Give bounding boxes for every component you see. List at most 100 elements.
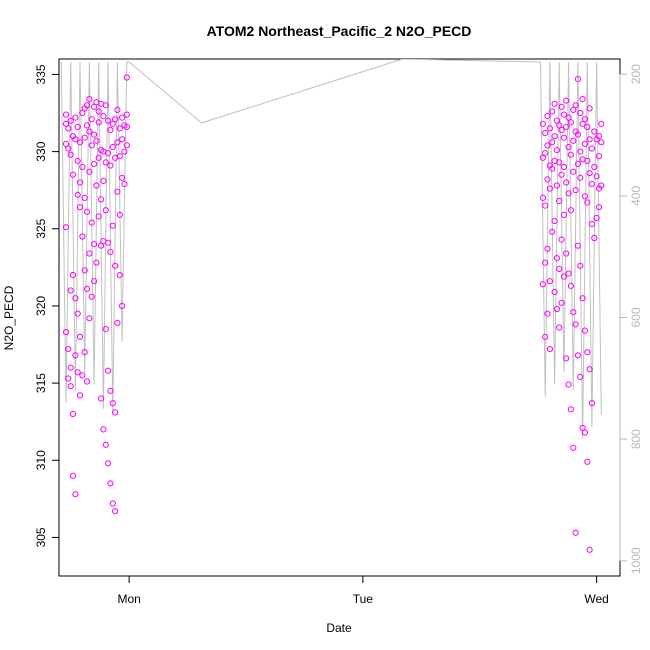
data-point bbox=[112, 116, 119, 123]
data-point bbox=[563, 97, 570, 104]
y2-tick-label: 400 bbox=[629, 186, 643, 206]
profile-line-layer bbox=[60, 59, 602, 440]
data-point bbox=[93, 259, 100, 266]
data-point bbox=[123, 142, 130, 149]
data-point bbox=[112, 508, 119, 515]
data-point bbox=[581, 140, 589, 147]
data-point bbox=[565, 270, 572, 277]
data-point bbox=[76, 204, 84, 211]
data-point bbox=[595, 153, 603, 160]
data-point bbox=[119, 114, 126, 121]
y-tick-label: 330 bbox=[34, 141, 48, 161]
data-point bbox=[119, 302, 126, 309]
data-point bbox=[105, 367, 112, 374]
data-point bbox=[567, 119, 575, 126]
data-point bbox=[567, 406, 575, 413]
data-point bbox=[546, 278, 554, 285]
data-point bbox=[586, 546, 593, 553]
data-point bbox=[88, 219, 95, 226]
data-point bbox=[593, 214, 600, 222]
data-point bbox=[105, 239, 112, 246]
data-point bbox=[544, 245, 551, 252]
data-point bbox=[549, 228, 556, 235]
data-point bbox=[574, 160, 582, 167]
data-point bbox=[565, 381, 572, 388]
y-axis-left: 305 310 315 320 325 330 335 bbox=[34, 64, 60, 547]
data-point bbox=[581, 116, 589, 123]
data-point bbox=[539, 120, 547, 127]
y-tick-label: 320 bbox=[34, 296, 48, 316]
data-point bbox=[62, 224, 70, 231]
data-point bbox=[551, 133, 558, 140]
data-point bbox=[577, 373, 584, 380]
data-point bbox=[542, 150, 549, 157]
data-point bbox=[83, 208, 91, 215]
data-point bbox=[563, 250, 570, 257]
data-point bbox=[544, 142, 551, 149]
data-point bbox=[593, 173, 600, 180]
data-point bbox=[574, 352, 582, 359]
data-point bbox=[91, 241, 98, 248]
data-point bbox=[67, 151, 74, 158]
data-point bbox=[86, 128, 93, 135]
data-point bbox=[553, 255, 561, 262]
data-point bbox=[542, 130, 549, 137]
data-point bbox=[544, 113, 551, 120]
data-point bbox=[549, 165, 556, 172]
data-point bbox=[91, 160, 98, 167]
data-point bbox=[105, 460, 112, 467]
data-point bbox=[567, 207, 575, 214]
data-point bbox=[102, 441, 109, 448]
data-point bbox=[102, 207, 109, 214]
data-point bbox=[95, 213, 102, 220]
data-point bbox=[65, 346, 72, 353]
data-point bbox=[581, 327, 589, 334]
data-point bbox=[563, 123, 570, 131]
data-point bbox=[123, 123, 130, 131]
data-point bbox=[81, 134, 88, 141]
data-point bbox=[74, 369, 81, 376]
data-point bbox=[62, 329, 70, 336]
data-point bbox=[76, 139, 84, 146]
data-point bbox=[123, 111, 130, 118]
data-point bbox=[69, 472, 77, 479]
data-point bbox=[114, 106, 121, 114]
data-point bbox=[100, 113, 107, 120]
data-point bbox=[588, 221, 596, 228]
data-point bbox=[588, 145, 596, 152]
data-point bbox=[107, 162, 114, 169]
data-point bbox=[107, 248, 114, 255]
data-point bbox=[112, 262, 119, 269]
profile-line bbox=[60, 59, 602, 440]
data-point bbox=[546, 185, 554, 192]
data-point bbox=[88, 116, 95, 123]
data-point bbox=[553, 117, 561, 124]
data-point bbox=[102, 102, 109, 109]
data-point bbox=[577, 174, 584, 181]
data-point bbox=[565, 190, 572, 197]
data-point bbox=[67, 383, 74, 390]
data-point bbox=[74, 157, 81, 164]
data-point bbox=[546, 125, 554, 132]
data-point bbox=[116, 272, 123, 279]
data-point bbox=[86, 250, 93, 257]
data-point bbox=[69, 272, 77, 279]
data-point bbox=[572, 529, 579, 536]
y-tick-label: 315 bbox=[34, 373, 48, 393]
data-point bbox=[107, 387, 114, 394]
data-point bbox=[76, 392, 84, 399]
data-point bbox=[565, 114, 572, 121]
y2-tick-label: 800 bbox=[629, 429, 643, 449]
data-point bbox=[556, 197, 563, 205]
data-point bbox=[107, 126, 114, 134]
data-point bbox=[116, 125, 123, 132]
data-point bbox=[549, 139, 556, 146]
data-point bbox=[93, 137, 100, 144]
data-point bbox=[560, 134, 568, 141]
data-point bbox=[551, 100, 558, 107]
data-point bbox=[581, 429, 589, 436]
data-point bbox=[102, 326, 109, 333]
data-point bbox=[577, 109, 584, 117]
data-point bbox=[65, 145, 72, 152]
